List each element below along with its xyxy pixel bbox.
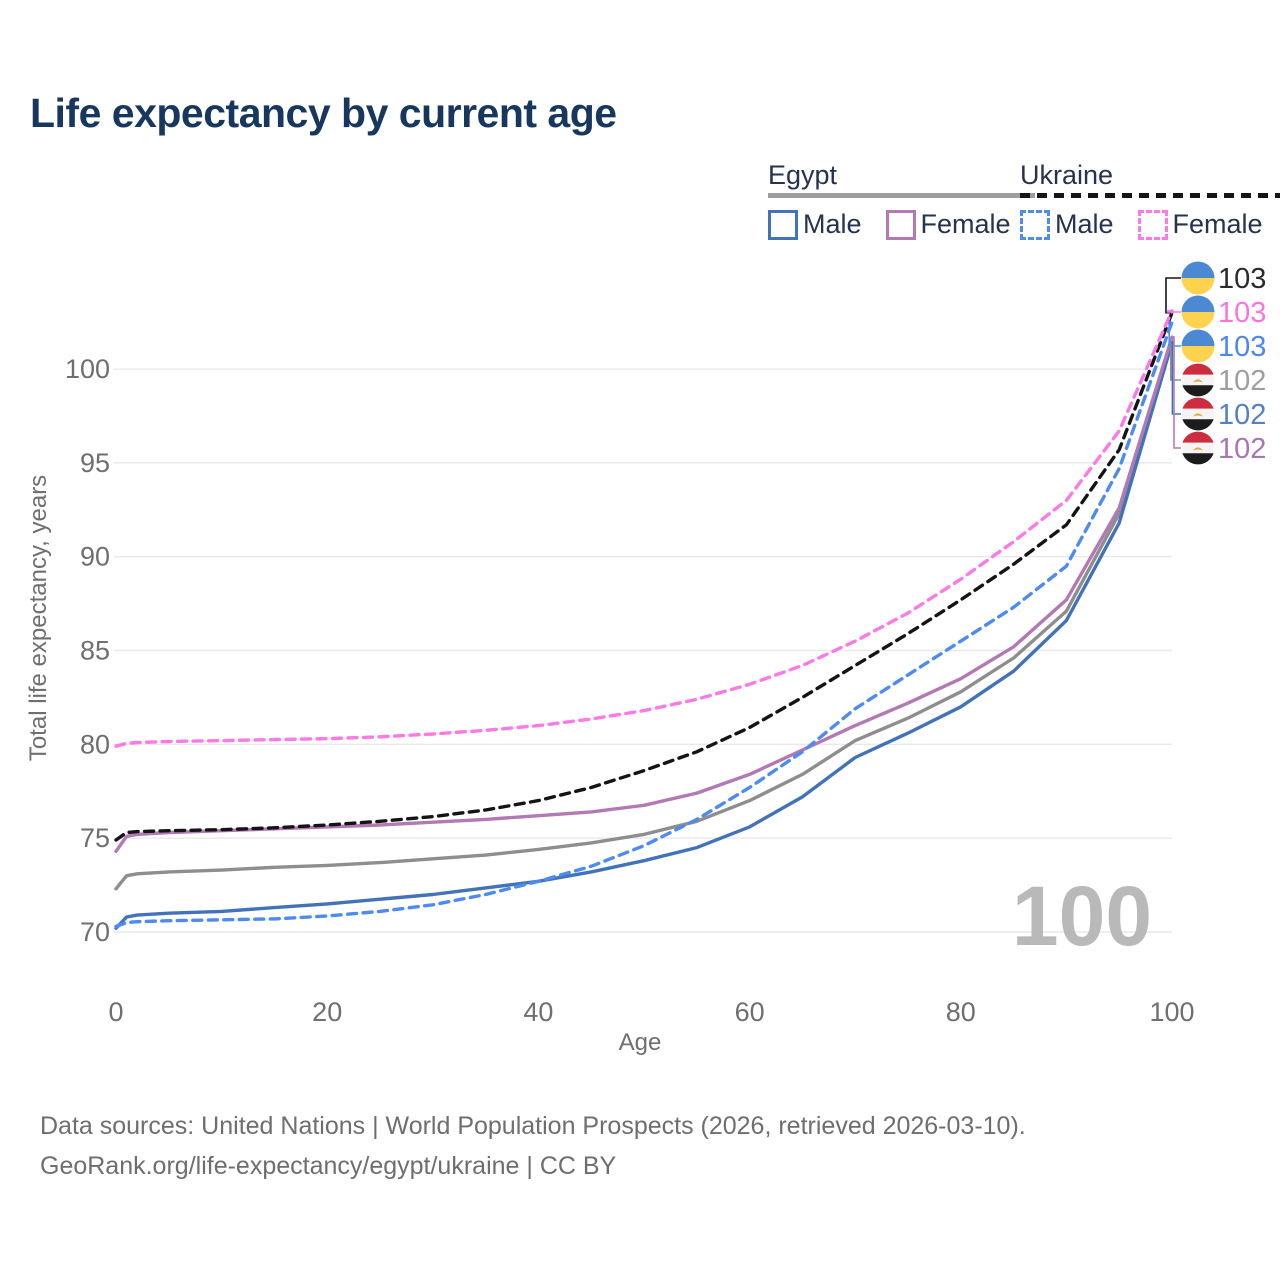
legend-item-egypt-female[interactable]: Female (885, 209, 1011, 240)
series-line-ukraine-male[interactable] (114, 320, 1174, 929)
series-line-ukraine-female[interactable] (114, 309, 1174, 748)
end-label-leader-line (1165, 277, 1181, 314)
y-tick-label: 100 (65, 354, 110, 384)
legend-underline-solid (768, 193, 1035, 198)
end-value-label: 103 (1218, 331, 1266, 363)
legend-group-egypt: Egypt Male Female (768, 160, 1035, 240)
egypt-flag-top (1182, 431, 1214, 443)
series-line-egypt-female[interactable] (114, 335, 1174, 853)
egypt-flag-icon (1182, 431, 1214, 465)
end-label-leader-line (1168, 321, 1181, 347)
x-tick-label: 100 (1149, 997, 1194, 1027)
end-label-leader-line (1170, 340, 1181, 381)
legend-group-ukraine: Ukraine Male Female (1020, 160, 1280, 240)
y-tick-label: 90 (80, 542, 110, 572)
x-tick-label: 40 (523, 997, 553, 1027)
x-axis-title: Age (619, 1029, 662, 1056)
egypt-flag-icon (1182, 397, 1214, 431)
end-value-label: 103 (1218, 297, 1266, 329)
egypt-flag-bottom (1182, 419, 1214, 431)
end-value-label: 102 (1218, 433, 1266, 465)
y-tick-label: 95 (80, 448, 110, 478)
x-tick-label: 60 (735, 997, 765, 1027)
attribution-note: GeoRank.org/life-expectancy/egypt/ukrain… (40, 1152, 617, 1180)
ukraine-flag-top (1181, 295, 1215, 312)
egypt-flag-icon (1182, 363, 1214, 397)
footer-note: Data sources: United Nations | World Pop… (40, 1106, 1026, 1186)
y-tick-label: 75 (80, 823, 110, 853)
egypt-flag-top (1182, 397, 1214, 409)
series-line-egypt[interactable] (114, 339, 1174, 891)
x-tick-label: 0 (108, 997, 123, 1027)
legend-underline-dashed (1020, 193, 1280, 198)
legend-header-egypt[interactable]: Egypt (768, 160, 838, 190)
ukraine-flag-top (1181, 329, 1215, 346)
egypt-female-swatch-icon (885, 209, 916, 240)
ukraine-male-swatch-icon (1020, 209, 1050, 240)
y-tick-label: 80 (80, 729, 110, 759)
ukraine-flag-icon (1181, 329, 1215, 363)
end-label-leader-line (1171, 336, 1181, 449)
end-label-leader-line (1166, 310, 1181, 313)
y-axis-title: Total life expectancy, years (25, 475, 52, 761)
end-value-label: 102 (1218, 365, 1266, 397)
egypt-flag-eagle (1193, 379, 1203, 383)
x-tick-label: 20 (312, 997, 342, 1027)
series-line-ukraine[interactable] (114, 311, 1174, 842)
end-label-leader-line (1171, 341, 1181, 415)
egypt-flag-eagle (1193, 447, 1203, 451)
end-value-label: 103 (1218, 263, 1266, 295)
legend-label: Female (920, 209, 1011, 239)
ukraine-flag-icon (1181, 261, 1215, 295)
egypt-flag-top (1182, 363, 1214, 375)
legend-label: Male (1055, 209, 1114, 239)
x-tick-label: 80 (946, 997, 976, 1027)
ukraine-female-swatch-icon (1137, 209, 1168, 240)
ukraine-flag-bottom (1181, 312, 1215, 329)
legend-item-ukraine-female[interactable]: Female (1137, 209, 1263, 240)
legend-label: Female (1172, 209, 1263, 239)
egypt-flag-eagle (1193, 413, 1203, 417)
egypt-male-swatch-icon (768, 209, 798, 240)
ukraine-flag-top (1181, 261, 1215, 278)
egypt-flag-bottom (1182, 385, 1214, 397)
series-line-egypt-male[interactable] (114, 341, 1174, 930)
y-tick-label: 70 (80, 917, 110, 947)
legend-header-ukraine[interactable]: Ukraine (1020, 160, 1114, 190)
legend-label: Male (803, 209, 862, 239)
ukraine-flag-bottom (1181, 346, 1215, 363)
egypt-flag-bottom (1182, 453, 1214, 465)
legend-item-egypt-male[interactable]: Male (768, 209, 862, 240)
ukraine-flag-bottom (1181, 278, 1215, 295)
age-watermark: 100 (1012, 869, 1152, 963)
legend-item-ukraine-male[interactable]: Male (1020, 209, 1114, 240)
y-tick-label: 85 (80, 636, 110, 666)
ukraine-flag-icon (1181, 295, 1215, 329)
data-sources-note: Data sources: United Nations | World Pop… (40, 1112, 1026, 1140)
chart-title: Life expectancy by current age (30, 90, 617, 136)
end-value-label: 102 (1218, 399, 1266, 431)
